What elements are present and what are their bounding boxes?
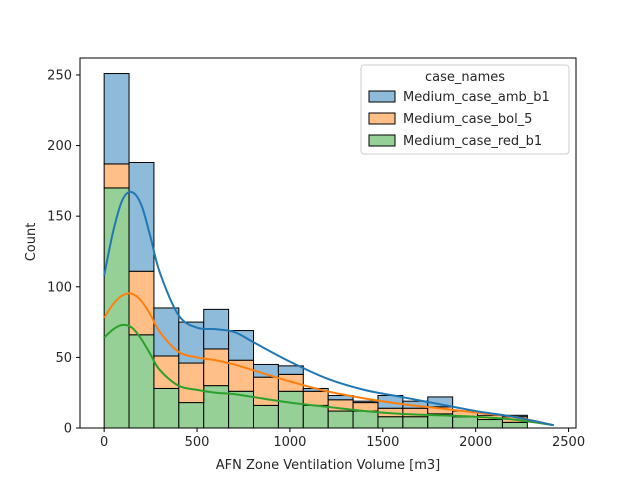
y-axis-label: Count [24,223,39,262]
x-tick-label-1500: 1500 [366,435,399,450]
bar-Medium_case_amb_b1-bin-10 [352,400,379,404]
bar-Medium_case_amb_b1-bin-7 [277,365,304,375]
bar-Medium_case_red_b1-bin-8 [302,404,329,429]
bar-Medium_case_red_b1-bin-7 [277,390,304,429]
kde-line-Medium_case_bol_5 [103,292,554,427]
bar-Medium_case_red_b1-bin-6 [253,404,279,429]
bar-Medium_case_red_b1-bin-14 [452,416,479,429]
y-tick-label-0: 0 [64,422,72,437]
legend: case_names Medium_case_amb_b1 Medium_case_… [360,64,570,155]
legend-swatch-Medium_case_red_b1 [368,134,396,147]
y-tick-label-150: 150 [47,210,72,225]
y-tick-label-200: 200 [47,139,72,154]
y-tick-label-50: 50 [55,351,72,366]
bar-Medium_case_bol_5-bin-1 [128,270,155,336]
bar-Medium_case_red_b1-bin-11 [377,416,404,429]
bar-Medium_case_red_b1-bin-16 [501,421,528,429]
axes: 0 500 1000 1500 2000 2500 0 50 100 150 200 250 [47,57,585,450]
legend-label-Medium_case_amb_b1: Medium_case_amb_b1 [403,90,550,105]
bar-Medium_case_amb_b1-bin-1 [128,162,155,272]
bar-Medium_case_bol_5-bin-5 [228,359,255,392]
y-tick-label-250: 250 [47,68,72,83]
x-tick-label-1000: 1000 [273,435,306,450]
x-tick-label-0: 0 [100,435,108,450]
bar-Medium_case_red_b1-bin-9 [327,410,354,429]
bar-Medium_case_bol_5-bin-8 [302,390,329,406]
plot-frame [79,57,577,429]
x-tick-label-500: 500 [185,435,210,450]
bar-Medium_case_amb_b1-bin-0 [103,73,130,165]
bar-Medium_case_red_b1-bin-10 [352,410,379,429]
legend-box [360,64,570,155]
bar-Medium_case_bol_5-bin-7 [277,373,304,392]
x-axis-label: AFN Zone Ventilation Volume [m3] [216,458,440,473]
bar-Medium_case_bol_5-bin-3 [178,362,205,404]
x-tick-label-2500: 2500 [552,435,585,450]
legend-swatch-Medium_case_amb_b1 [368,90,396,103]
legend-swatch-Medium_case_bol_5 [368,112,396,125]
x-tick-label-2000: 2000 [459,435,492,450]
y-tick-label-100: 100 [47,280,72,295]
bar-Medium_case_red_b1-bin-12 [402,416,429,429]
bar-Medium_case_red_b1-bin-15 [477,419,503,429]
kde-line-Medium_case_amb_b1 [103,190,554,427]
legend-label-Medium_case_bol_5: Medium_case_bol_5 [403,112,532,127]
legend-label-Medium_case_red_b1: Medium_case_red_b1 [403,134,542,149]
bar-Medium_case_red_b1-bin-3 [178,402,205,429]
kde-line-Medium_case_red_b1 [103,323,554,427]
bar-Medium_case_bol_5-bin-4 [203,348,230,387]
bar-Medium_case_red_b1-bin-2 [153,387,180,429]
bar-Medium_case_red_b1-bin-0 [103,187,130,429]
bar-Medium_case_red_b1-bin-1 [128,334,155,429]
legend-title: case_names [425,70,505,85]
bar-Medium_case_amb_b1-bin-9 [327,395,354,401]
bar-Medium_case_bol_5-bin-0 [103,163,130,189]
kde-curves [103,190,554,427]
